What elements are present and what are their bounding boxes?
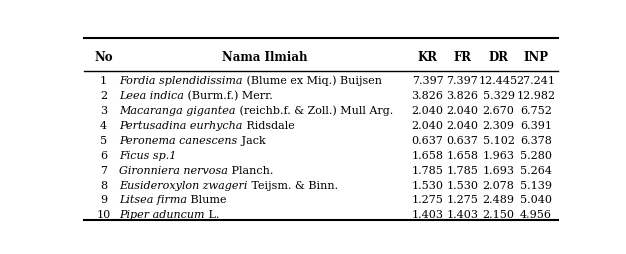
- Text: Gironniera nervosa: Gironniera nervosa: [120, 165, 228, 175]
- Text: 1.963: 1.963: [483, 150, 515, 160]
- Text: 4.956: 4.956: [520, 210, 552, 219]
- Text: Eusideroxylon zwageri: Eusideroxylon zwageri: [120, 180, 248, 190]
- Text: 2.040: 2.040: [446, 120, 478, 130]
- Text: 9: 9: [100, 195, 107, 205]
- Text: 12.445: 12.445: [479, 76, 518, 86]
- Text: 1.530: 1.530: [446, 180, 478, 190]
- Text: Peronema canescens: Peronema canescens: [120, 135, 238, 145]
- Text: 8: 8: [100, 180, 107, 190]
- Text: 1.785: 1.785: [412, 165, 443, 175]
- Text: Fordia splendidissima: Fordia splendidissima: [120, 76, 243, 86]
- Text: No: No: [94, 50, 113, 63]
- Text: 6.752: 6.752: [520, 105, 552, 116]
- Text: 5.329: 5.329: [483, 91, 515, 101]
- Text: 5.102: 5.102: [483, 135, 515, 145]
- Text: KR: KR: [418, 50, 438, 63]
- Text: 4: 4: [100, 120, 107, 130]
- Text: Planch.: Planch.: [228, 165, 274, 175]
- Text: 27.241: 27.241: [516, 76, 555, 86]
- Text: 2.150: 2.150: [483, 210, 515, 219]
- Text: Macaranga gigantea: Macaranga gigantea: [120, 105, 236, 116]
- Text: 6.391: 6.391: [520, 120, 552, 130]
- Text: 2.040: 2.040: [411, 105, 444, 116]
- Text: 3.826: 3.826: [411, 91, 444, 101]
- Text: Ficus sp.1: Ficus sp.1: [120, 150, 177, 160]
- Text: L.: L.: [205, 210, 219, 219]
- Text: Pertusadina eurhycha: Pertusadina eurhycha: [120, 120, 243, 130]
- Text: 2.489: 2.489: [483, 195, 515, 205]
- Text: 6: 6: [100, 150, 107, 160]
- Text: INP: INP: [523, 50, 548, 63]
- Text: 7.397: 7.397: [446, 76, 478, 86]
- Text: 1.693: 1.693: [483, 165, 515, 175]
- Text: 5.264: 5.264: [520, 165, 552, 175]
- Text: Teijsm. & Binn.: Teijsm. & Binn.: [248, 180, 338, 190]
- Text: 1.530: 1.530: [411, 180, 444, 190]
- Text: DR: DR: [489, 50, 509, 63]
- Text: (Burm.f.) Merr.: (Burm.f.) Merr.: [185, 90, 273, 101]
- Text: 1.658: 1.658: [411, 150, 444, 160]
- Text: FR: FR: [453, 50, 471, 63]
- Text: 10: 10: [96, 210, 111, 219]
- Text: 0.637: 0.637: [412, 135, 443, 145]
- Text: Blume: Blume: [188, 195, 227, 205]
- Text: (Blume ex Miq.) Buijsen: (Blume ex Miq.) Buijsen: [243, 75, 382, 86]
- Text: 2.040: 2.040: [446, 105, 478, 116]
- Text: Jack: Jack: [238, 135, 265, 145]
- Text: 3.826: 3.826: [446, 91, 478, 101]
- Text: 5.040: 5.040: [520, 195, 552, 205]
- Text: 2.078: 2.078: [483, 180, 515, 190]
- Text: Leea indica: Leea indica: [120, 91, 185, 101]
- Text: 7.397: 7.397: [412, 76, 443, 86]
- Text: Piper aduncum: Piper aduncum: [120, 210, 205, 219]
- Text: Nama Ilmiah: Nama Ilmiah: [222, 50, 308, 63]
- Text: 1.403: 1.403: [446, 210, 478, 219]
- Text: 3: 3: [100, 105, 107, 116]
- Text: 2.040: 2.040: [411, 120, 444, 130]
- Text: 1.403: 1.403: [411, 210, 444, 219]
- Text: Litsea firma: Litsea firma: [120, 195, 188, 205]
- Text: 2.670: 2.670: [483, 105, 515, 116]
- Text: 1.275: 1.275: [412, 195, 443, 205]
- Text: 7: 7: [100, 165, 107, 175]
- Text: 1.658: 1.658: [446, 150, 478, 160]
- Text: 12.982: 12.982: [516, 91, 555, 101]
- Text: 5.280: 5.280: [520, 150, 552, 160]
- Text: 6.378: 6.378: [520, 135, 552, 145]
- Text: 2.309: 2.309: [483, 120, 515, 130]
- Text: 1.275: 1.275: [446, 195, 478, 205]
- Text: 5.139: 5.139: [520, 180, 552, 190]
- Text: 5: 5: [100, 135, 107, 145]
- Text: 1: 1: [100, 76, 107, 86]
- Text: (reichb.f. & Zoll.) Mull Arg.: (reichb.f. & Zoll.) Mull Arg.: [236, 105, 393, 116]
- Text: 2: 2: [100, 91, 107, 101]
- Text: Ridsdale: Ridsdale: [243, 120, 295, 130]
- Text: 1.785: 1.785: [446, 165, 478, 175]
- Text: 0.637: 0.637: [446, 135, 478, 145]
